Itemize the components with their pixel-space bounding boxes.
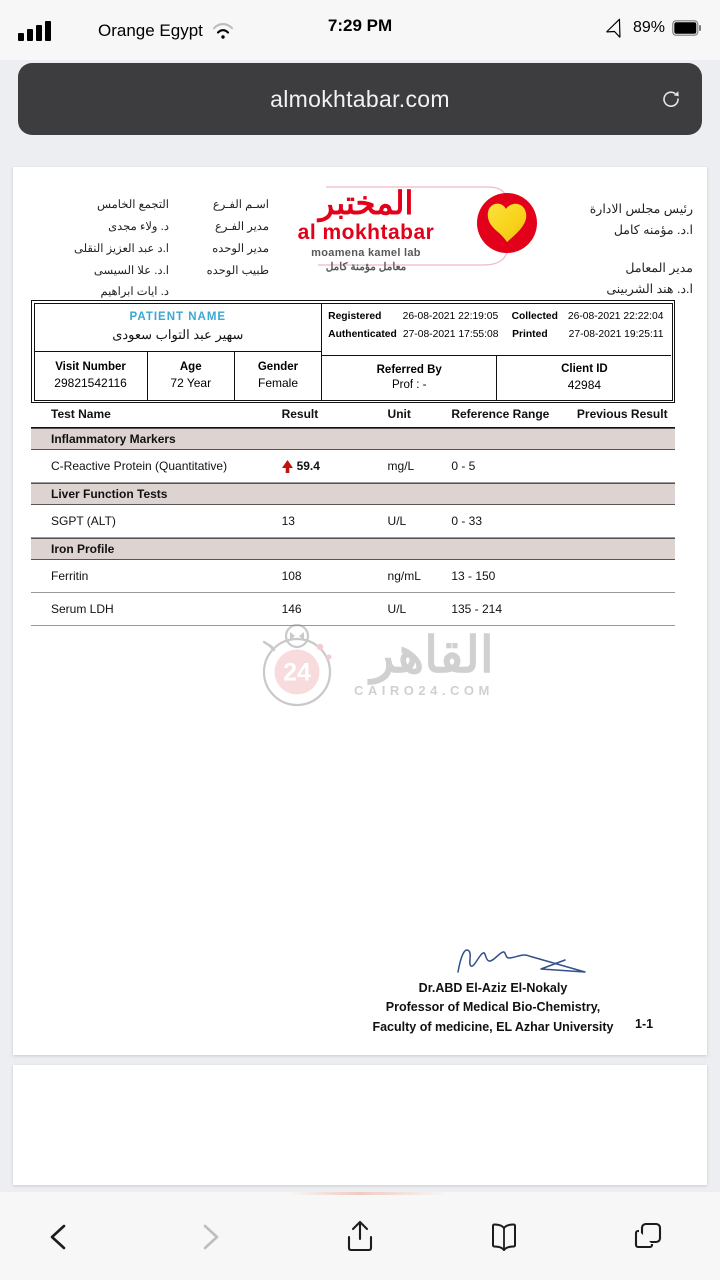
svg-text:24: 24 [283,658,311,686]
